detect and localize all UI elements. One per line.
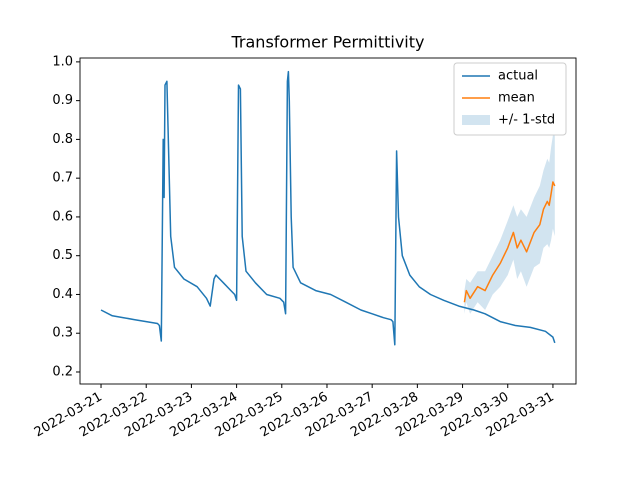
legend-box (453, 62, 567, 136)
std-band (464, 135, 555, 314)
legend-swatch (462, 115, 490, 125)
axes-frame (79, 57, 577, 385)
plot-area (100, 70, 556, 346)
legend: actual mean +/- 1-std (453, 62, 567, 136)
legend-label: actual (498, 69, 538, 84)
y-tick-label: 0.4 (52, 287, 73, 302)
y-tick-label: 0.6 (52, 209, 73, 224)
y-tick-label: 0.3 (52, 326, 73, 341)
y-tick-label: 0.2 (52, 364, 73, 379)
legend-label: +/- 1-std (498, 113, 555, 128)
y-tick-label: 0.5 (52, 248, 73, 263)
line-mean (463, 181, 556, 303)
line-actual (100, 70, 556, 346)
y-tick-label: 0.9 (52, 93, 73, 108)
y-tick-label: 0.8 (52, 132, 73, 147)
y-tick-label: 1.0 (52, 54, 73, 69)
y-tick-label: 0.7 (52, 171, 73, 186)
legend-label: mean (498, 91, 535, 106)
chart-title: Transformer Permittivity (231, 33, 425, 52)
